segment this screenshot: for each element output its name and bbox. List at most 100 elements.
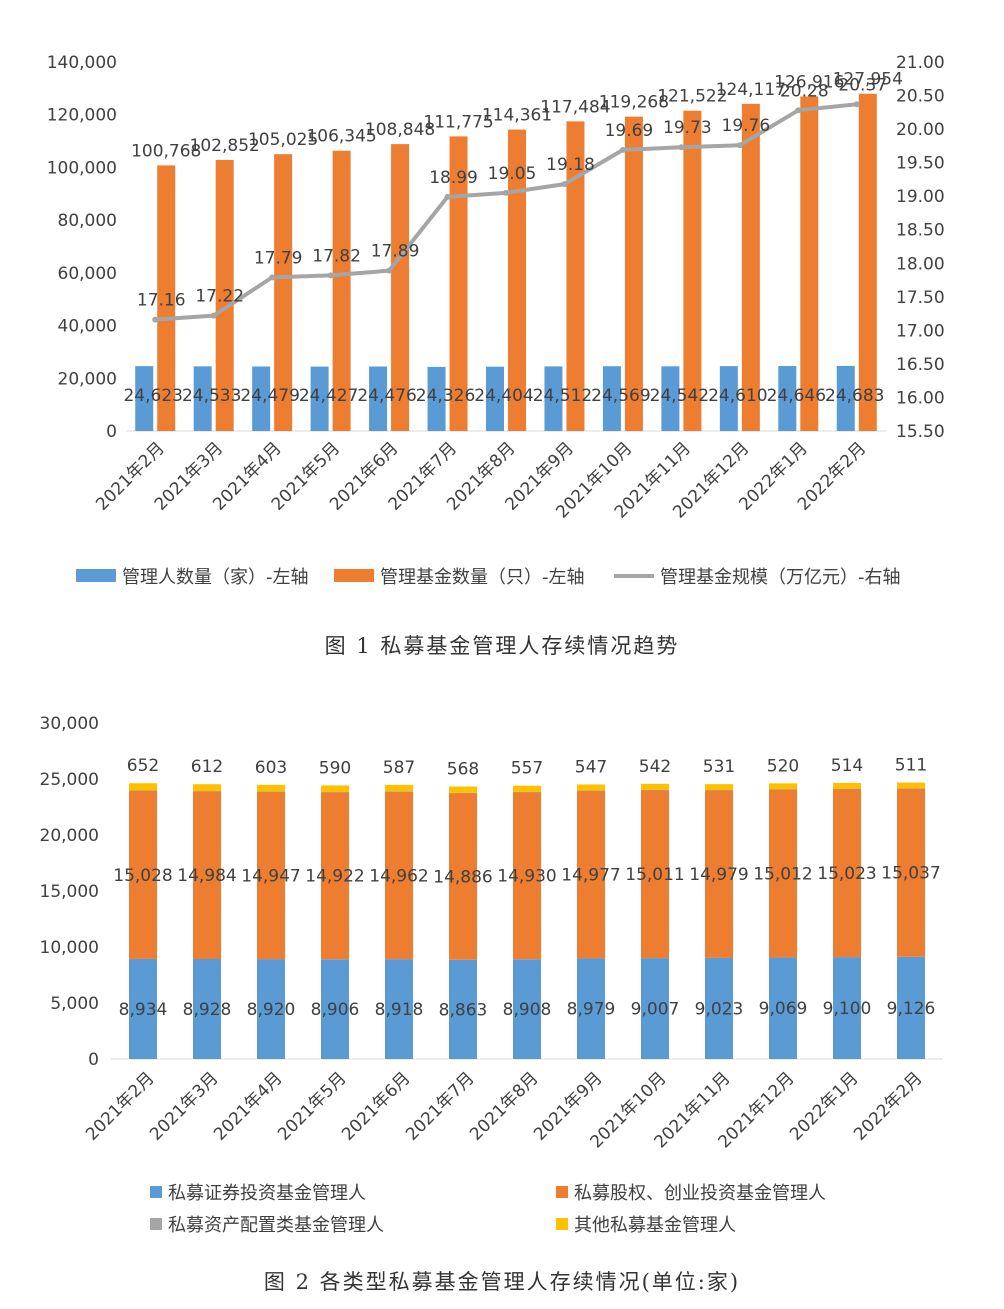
bar-securities	[833, 957, 861, 1059]
data-label-scale: 19.69	[605, 121, 654, 141]
data-label-securities: 8,979	[567, 1000, 616, 1020]
y-left-tick-label: 120,000	[47, 106, 117, 126]
bar-other	[577, 784, 605, 791]
figure-1-caption: 图 1 私募基金管理人存续情况趋势	[324, 634, 680, 658]
data-label-funds: 102,852	[190, 136, 260, 156]
data-label-scale: 17.79	[254, 248, 303, 268]
bar-funds	[624, 116, 643, 432]
data-label-managers: 24,326	[416, 386, 475, 406]
bar-asset-allocation	[321, 792, 349, 793]
x-tick-label: 2022年1月	[786, 1068, 862, 1144]
data-label-securities: 8,908	[503, 1000, 552, 1020]
bar-funds	[157, 165, 176, 431]
line-point	[444, 193, 451, 200]
data-label-other: 587	[383, 758, 415, 778]
line-point	[327, 272, 334, 279]
x-tick-label: 2021年8月	[466, 1068, 542, 1144]
data-label-securities: 8,863	[439, 1000, 488, 1020]
bar-equity-vc	[321, 792, 349, 960]
legend-swatch	[556, 1186, 568, 1198]
y-tick-label: 20,000	[40, 826, 99, 846]
x-tick-label: 2021年3月	[146, 1068, 222, 1144]
data-label-funds: 119,268	[599, 93, 669, 113]
data-label-equity-vc: 14,886	[433, 867, 492, 887]
bar-other	[193, 784, 221, 792]
data-label-other: 568	[447, 760, 479, 780]
bar-securities	[705, 957, 733, 1059]
data-label-scale: 17.22	[195, 287, 244, 307]
data-label-other: 547	[575, 757, 607, 777]
bar-securities	[897, 956, 925, 1059]
data-label-scale: 19.73	[663, 118, 712, 138]
bar-managers	[836, 365, 855, 431]
bar-asset-allocation	[385, 791, 413, 792]
data-label-equity-vc: 15,012	[753, 864, 812, 884]
legend-label: 私募股权、创业投资基金管理人	[574, 1183, 826, 1204]
data-label-equity-vc: 14,977	[561, 866, 620, 886]
data-label-managers: 24,623	[123, 386, 182, 406]
bar-securities	[321, 959, 349, 1059]
bar-securities	[641, 958, 669, 1059]
chart-2-stacked-bar: 0 5,000 10,000 15,000 20,000 25,000 30,000 8,93…	[40, 714, 943, 1236]
data-label-managers: 24,533	[182, 386, 241, 406]
data-label-securities: 8,906	[311, 1000, 360, 1020]
bar-other	[705, 784, 733, 791]
data-label-equity-vc: 15,023	[817, 864, 876, 884]
data-label-other: 520	[767, 756, 799, 776]
y-tick-label: 10,000	[40, 938, 99, 958]
data-label-equity-vc: 14,962	[369, 866, 428, 886]
data-label-scale: 19.76	[722, 116, 771, 136]
bar-asset-allocation	[577, 790, 605, 792]
data-label-equity-vc: 15,011	[625, 865, 684, 885]
data-label-managers: 24,610	[708, 386, 767, 406]
line-point	[678, 144, 685, 151]
legend-label: 私募资产配置类基金管理人	[168, 1215, 384, 1236]
data-label-other: 514	[831, 756, 863, 776]
bar-funds	[215, 159, 234, 432]
legend-swatch	[76, 569, 116, 582]
data-label-managers: 24,683	[825, 386, 884, 406]
bar-equity-vc	[129, 790, 157, 959]
legend-swatch	[150, 1218, 162, 1230]
bar-other	[769, 783, 797, 790]
line-point	[853, 101, 860, 108]
bar-managers	[486, 366, 504, 431]
y-right-tick-label: 19.50	[896, 154, 945, 174]
y-left-tick-label: 20,000	[58, 369, 117, 389]
bar-managers	[778, 366, 797, 431]
bar-securities	[193, 959, 221, 1059]
data-label-managers: 24,479	[240, 386, 299, 406]
y-left-tick-label: 100,000	[47, 158, 117, 178]
bar-securities	[129, 958, 157, 1059]
y-tick-label: 5,000	[50, 994, 99, 1014]
data-label-scale: 20.28	[780, 81, 829, 101]
data-label-securities: 8,918	[375, 1000, 424, 1020]
bar-other	[897, 782, 925, 789]
data-label-funds: 127,954	[833, 70, 903, 90]
y-right-tick-label: 16.50	[896, 355, 945, 375]
bar-equity-vc	[385, 791, 413, 960]
legend-label: 管理人数量（家）-左轴	[122, 567, 309, 588]
bar-funds	[332, 150, 351, 432]
bar-funds	[391, 144, 410, 431]
data-label-managers: 24,476	[357, 386, 416, 406]
x-tick-label: 2021年2月	[82, 1068, 158, 1144]
data-label-funds: 121,522	[657, 87, 727, 107]
line-point	[210, 312, 217, 319]
data-label-other: 590	[319, 758, 351, 778]
bar-funds	[274, 154, 293, 431]
y-right-tick-label: 15.50	[896, 422, 945, 442]
bar-equity-vc	[449, 793, 477, 960]
data-label-other: 542	[639, 757, 671, 777]
data-label-equity-vc: 14,930	[497, 867, 556, 887]
line-point	[386, 267, 393, 274]
y-right-tick-label: 20.50	[896, 87, 945, 107]
data-label-funds: 108,848	[365, 120, 435, 140]
bar-other	[513, 785, 541, 792]
data-label-equity-vc: 14,922	[305, 867, 364, 887]
line-point	[619, 146, 626, 153]
bar-funds	[800, 96, 819, 431]
bar-other	[129, 783, 157, 791]
y-left-tick-label: 0	[106, 422, 117, 442]
bar-other	[257, 784, 285, 792]
